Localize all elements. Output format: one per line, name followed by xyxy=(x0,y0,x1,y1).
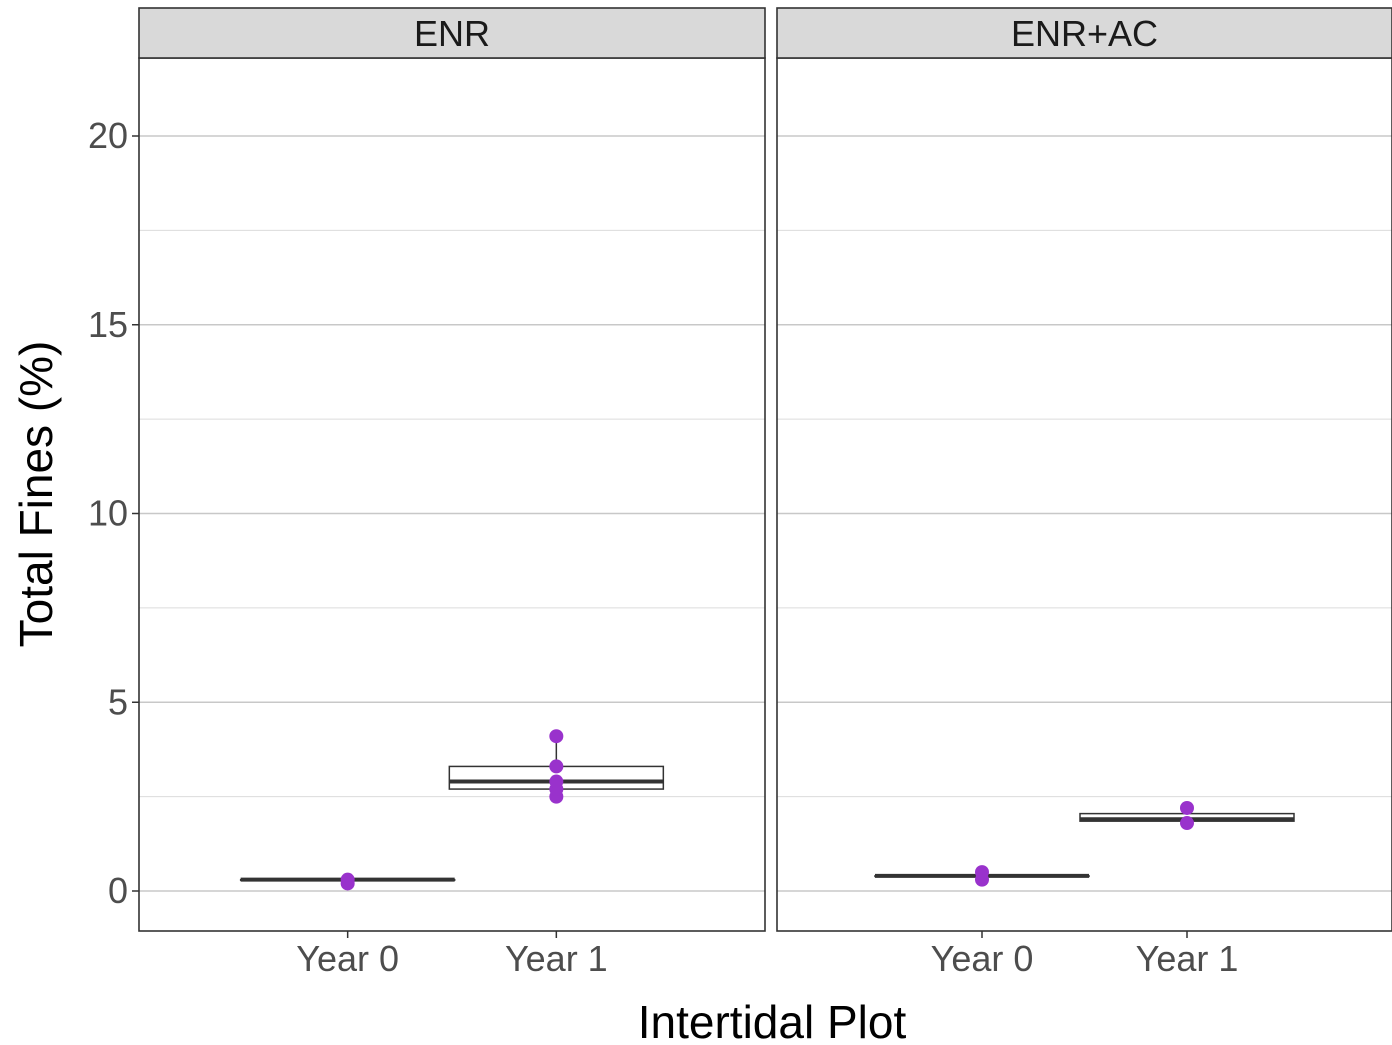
data-point xyxy=(549,774,564,789)
y-axis-title: Total Fines (%) xyxy=(10,341,62,648)
data-point xyxy=(549,729,564,744)
strip xyxy=(138,7,766,59)
strip-label: ENR xyxy=(414,13,490,54)
data-point xyxy=(1180,800,1194,815)
data-point xyxy=(549,759,564,774)
y-tick-label: 5 xyxy=(108,681,128,722)
box-year-1 xyxy=(1079,800,1295,831)
box-year-0 xyxy=(874,865,1090,887)
panel-enr: Year 0 Year 1 ENR xyxy=(138,7,766,979)
box-year-0 xyxy=(239,872,456,891)
data-point xyxy=(975,865,989,880)
y-tick-label: 0 xyxy=(108,870,128,911)
panel-enr-ac: Year 0 Year 1 ENR+AC xyxy=(776,7,1392,979)
y-tick-label: 10 xyxy=(88,493,128,534)
x-tick-label: Year 1 xyxy=(1136,938,1239,979)
y-axis: 0 5 10 15 20 xyxy=(88,115,139,911)
x-axis-title: Intertidal Plot xyxy=(638,996,907,1045)
strip-label: ENR+AC xyxy=(1011,13,1158,54)
y-tick-label: 20 xyxy=(88,115,128,156)
x-tick-label: Year 1 xyxy=(505,938,608,979)
panels: Year 0 Year 1 ENR Year 0 Year 1 ENR+AC xyxy=(138,7,1392,979)
box-year-1 xyxy=(448,729,665,804)
data-point xyxy=(1180,816,1194,831)
x-tick-label: Year 0 xyxy=(296,938,399,979)
y-tick-label: 15 xyxy=(88,304,128,345)
panel-background xyxy=(139,58,765,931)
strip xyxy=(776,7,1392,59)
panel-background xyxy=(777,58,1392,931)
data-point xyxy=(340,872,355,887)
x-tick-label: Year 0 xyxy=(931,938,1034,979)
